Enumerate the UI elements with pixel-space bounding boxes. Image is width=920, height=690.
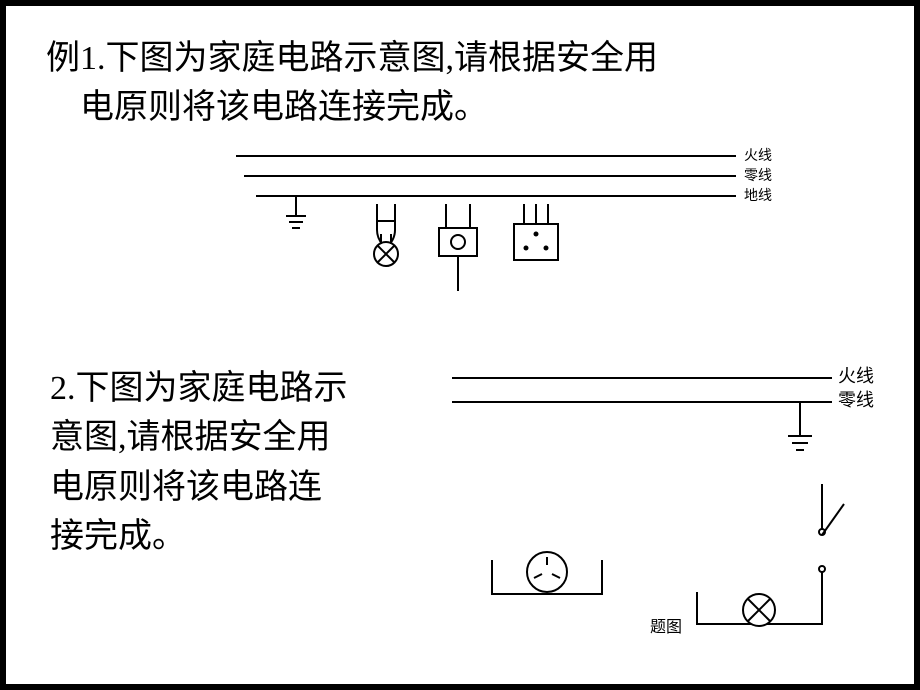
lamp-2-icon	[697, 592, 822, 626]
diagram2-caption: 题图	[650, 619, 682, 636]
q1-line2: 电原则将该电路连接完成。	[46, 83, 874, 132]
three-pin-socket-2-icon	[492, 552, 602, 594]
label-live: 火线	[744, 148, 772, 164]
label-neutral-2: 零线	[838, 390, 874, 410]
slide: 例1.下图为家庭电路示意图,请根据安全用 电原则将该电路连接完成。 火线 零线 …	[6, 6, 914, 684]
q1-line1: 例1.下图为家庭电路示意图,请根据安全用	[46, 34, 874, 83]
question2-text: 2.下图为家庭电路示 意图,请根据安全用 电原则将该电路连 接完成。	[50, 364, 430, 561]
q2-line1: 2.下图为家庭电路示	[50, 364, 430, 413]
q2-line3: 电原则将该电路连	[50, 463, 430, 512]
two-pin-socket-icon	[439, 204, 477, 291]
bulb-icon	[374, 204, 398, 266]
q2-line4: 接完成。	[50, 512, 430, 561]
q2-line2: 意图,请根据安全用	[50, 413, 430, 462]
question2-block: 2.下图为家庭电路示 意图,请根据安全用 电原则将该电路连 接完成。 火线 零线	[50, 364, 870, 561]
ground-symbol-icon	[286, 196, 306, 228]
diagram2: 火线 零线	[452, 364, 882, 654]
ground-symbol-2-icon	[788, 402, 812, 450]
label-neutral: 零线	[744, 168, 772, 184]
three-pin-socket-icon	[514, 204, 558, 260]
question1-text: 例1.下图为家庭电路示意图,请根据安全用 电原则将该电路连接完成。	[46, 34, 874, 133]
label-ground: 地线	[744, 188, 772, 204]
label-live-2: 火线	[838, 366, 874, 386]
diagram1: 火线 零线 地线	[236, 146, 796, 316]
